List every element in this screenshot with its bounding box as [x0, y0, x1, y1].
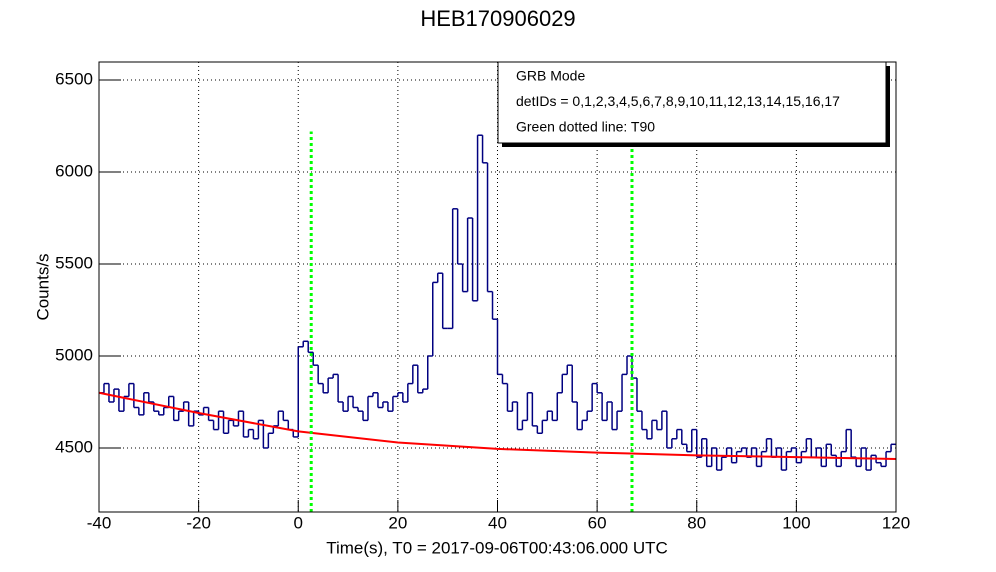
- y-tick-label: 5500: [55, 253, 93, 272]
- legend-box: [497, 61, 887, 144]
- x-tick-label: 20: [388, 513, 407, 532]
- y-tick-label: 4500: [55, 437, 93, 456]
- y-tick-label: 6000: [55, 162, 93, 181]
- legend-entry: GRB Mode: [516, 68, 585, 84]
- x-tick-label: 120: [882, 513, 910, 532]
- x-tick-label: 80: [687, 513, 706, 532]
- legend-entry: detIDs = 0,1,2,3,4,5,6,7,8,9,10,11,12,13…: [516, 93, 840, 109]
- x-tick-label: 0: [294, 513, 303, 532]
- x-axis-title: Time(s), T0 = 2017-09-06T00:43:06.000 UT…: [326, 538, 668, 557]
- chart-title: HEB170906029: [420, 6, 575, 31]
- legend-entry: Green dotted line: T90: [516, 119, 655, 135]
- x-tick-label: -20: [186, 513, 211, 532]
- y-tick-label: 6500: [55, 70, 93, 89]
- x-tick-label: 40: [488, 513, 507, 532]
- y-tick-label: 5000: [55, 345, 93, 364]
- background-fit: [98, 391, 897, 461]
- x-tick-label: -40: [87, 513, 112, 532]
- x-tick-label: 100: [782, 513, 810, 532]
- x-tick-label: 60: [588, 513, 607, 532]
- y-axis-title: Counts/s: [33, 253, 52, 320]
